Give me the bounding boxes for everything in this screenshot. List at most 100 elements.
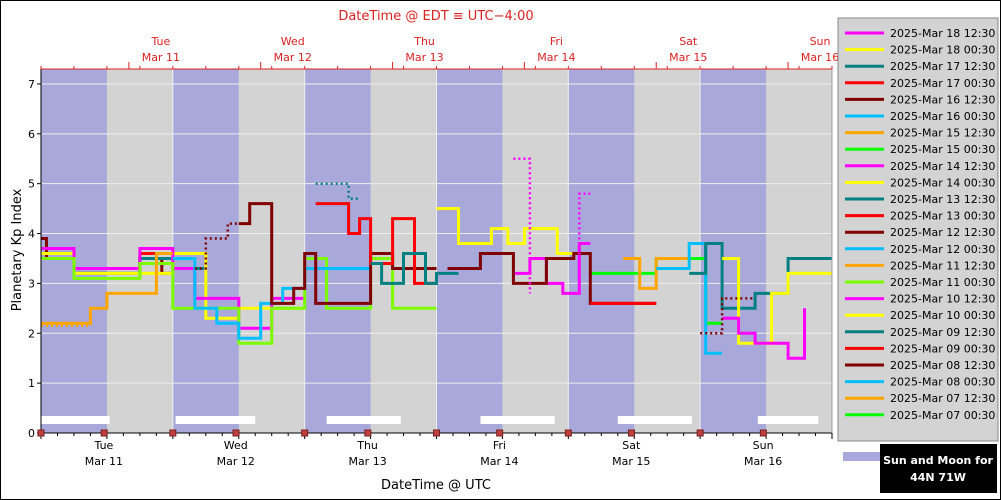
moon-marker	[496, 429, 504, 437]
y-tick-label: 6	[28, 128, 35, 141]
moon-marker	[169, 429, 177, 437]
legend-entry: 2025-Mar 11 00:30	[890, 276, 995, 289]
series-line	[722, 308, 806, 360]
y-tick-label: 0	[28, 427, 35, 440]
legend-background	[837, 17, 999, 442]
legend-entry: 2025-Mar 18 00:30	[890, 44, 995, 57]
moon-marker	[301, 429, 309, 437]
night-band	[304, 69, 371, 433]
x-tick-day-label: Sun	[753, 439, 774, 452]
night-band	[700, 69, 767, 433]
info-box-line2: 44N 71W	[910, 471, 966, 484]
moon-marker	[759, 429, 767, 437]
moon-bar	[480, 416, 555, 424]
moon-bar	[326, 416, 401, 424]
series-line	[656, 242, 723, 355]
moon-marker	[696, 429, 704, 437]
legend-entry: 2025-Mar 07 12:30	[890, 392, 995, 405]
moon-marker	[433, 429, 440, 437]
series-line	[447, 252, 657, 305]
legend-entry: 2025-Mar 17 12:30	[890, 60, 995, 73]
moon-marker	[37, 429, 45, 437]
forecast-dotted-line	[315, 182, 360, 200]
legend-entry: 2025-Mar 14 00:30	[890, 176, 995, 189]
forecast-dotted-line	[568, 192, 591, 295]
night-band	[436, 69, 503, 433]
top-day-label: Thu	[413, 35, 435, 48]
legend-entry: 2025-Mar 11 12:30	[890, 259, 995, 272]
x-tick-date-label: Mar 14	[480, 455, 518, 468]
moon-bar	[175, 416, 256, 424]
forecast-dotted-line	[700, 297, 756, 335]
legend-entry: 2025-Mar 08 12:30	[890, 359, 995, 372]
y-tick-label: 3	[28, 277, 35, 290]
y-tick-label: 1	[28, 377, 35, 390]
legend-entry: 2025-Mar 12 00:30	[890, 243, 995, 256]
top-day-label: Sat	[679, 35, 698, 48]
night-band	[172, 69, 239, 433]
legend: 2025-Mar 18 12:30 2025-Mar 18 00:30 2025-M…	[837, 17, 999, 472]
legend-entry: 2025-Mar 13 00:30	[890, 210, 995, 223]
series-line	[41, 252, 173, 325]
legend-entry: 2025-Mar 15 12:30	[890, 127, 995, 140]
x-tick-day-label: Fri	[493, 439, 506, 452]
sun-moon-info-box: Sun and Moon for 44N 71W	[880, 444, 997, 493]
legend-entry: 2025-Mar 12 12:30	[890, 226, 995, 239]
info-box-background	[880, 444, 997, 493]
legend-night-swatch	[843, 452, 881, 461]
top-day-label: Sun	[810, 35, 831, 48]
top-date-label: Mar 14	[537, 51, 575, 64]
x-tick-date-label: Mar 13	[348, 455, 386, 468]
y-tick-label: 2	[28, 327, 35, 340]
legend-entry: 2025-Mar 18 12:30	[890, 27, 995, 40]
legend-moon-swatch	[843, 466, 881, 472]
moon-bar	[617, 416, 692, 424]
series-line	[722, 257, 832, 345]
info-box-line1: Sun and Moon for	[883, 454, 993, 467]
top-date-label: Mar 15	[669, 51, 707, 64]
top-date-label: Mar 11	[142, 51, 180, 64]
y-axis-label: Planetary Kp Index	[10, 188, 25, 311]
top-day-label: Fri	[550, 35, 563, 48]
legend-entry: 2025-Mar 09 12:30	[890, 326, 995, 339]
top-day-label: Wed	[281, 35, 305, 48]
x-tick-day-label: Tue	[94, 439, 114, 452]
x-tick-day-label: Sat	[622, 439, 641, 452]
moon-marker	[628, 429, 636, 437]
moon-marker	[364, 429, 372, 437]
series-line	[238, 202, 437, 305]
x-tick-day-label: Wed	[224, 439, 248, 452]
legend-entry: 2025-Mar 09 00:30	[890, 342, 995, 355]
forecast-dotted-line	[194, 222, 239, 270]
forecast-dotted-line	[41, 307, 107, 328]
moon-marker	[564, 429, 572, 437]
x-tick-day-label: Thu	[356, 439, 378, 452]
legend-entry: 2025-Mar 07 00:30	[890, 409, 995, 422]
chart-title: DateTime @ EDT ≡ UTC−4:00	[338, 9, 533, 24]
x-tick-date-label: Mar 12	[217, 455, 255, 468]
x-tick-date-label: Mar 11	[85, 455, 123, 468]
series-line	[623, 257, 690, 290]
moon-bar	[41, 416, 110, 424]
legend-entry: 2025-Mar 15 00:30	[890, 143, 995, 156]
top-date-label: Mar 12	[274, 51, 312, 64]
moon-marker	[232, 429, 240, 437]
top-date-label: Mar 16	[801, 51, 839, 64]
moon-bar	[757, 416, 819, 424]
forecast-dotted-line	[513, 157, 532, 294]
x-tick-date-label: Mar 16	[744, 455, 782, 468]
y-tick-label: 7	[28, 78, 35, 91]
legend-entry: 2025-Mar 10 12:30	[890, 293, 995, 306]
legend-entry: 2025-Mar 13 12:30	[890, 193, 995, 206]
series-line	[41, 247, 305, 330]
moon-marker	[100, 429, 108, 437]
y-tick-label: 5	[28, 178, 35, 191]
series-line	[370, 252, 459, 285]
top-day-label: Tue	[150, 35, 170, 48]
series-line	[436, 207, 591, 255]
legend-entry: 2025-Mar 16 12:30	[890, 93, 995, 106]
plot-area: 0 1 2 3 4 5 6 7 Tue Mar 11 Wed Mar 12 Thu Mar 13 Fri Ma…	[28, 35, 839, 468]
series-line	[315, 202, 437, 285]
x-tick-date-label: Mar 15	[612, 455, 650, 468]
